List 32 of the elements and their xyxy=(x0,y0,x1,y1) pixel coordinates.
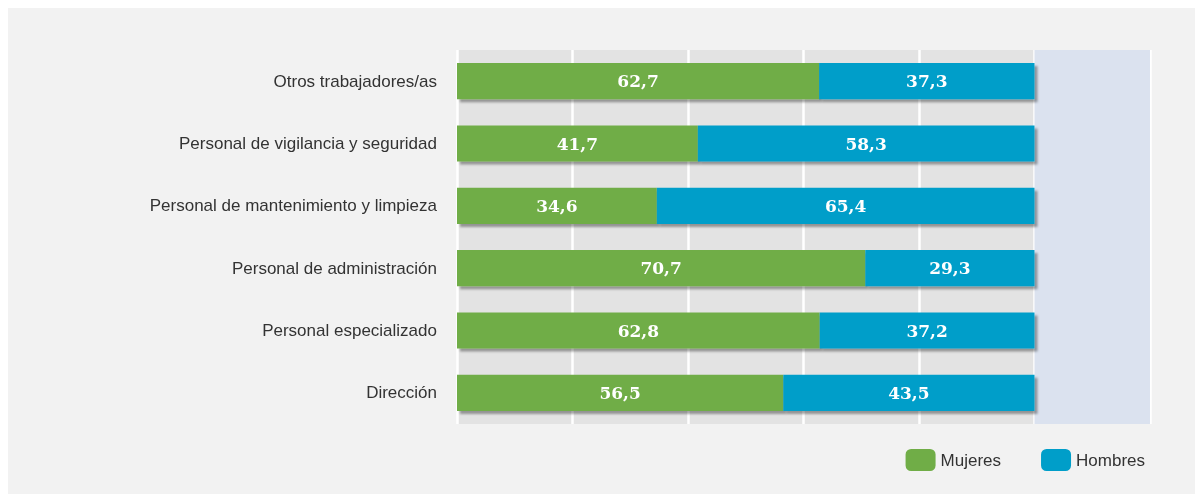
bar xyxy=(457,125,698,162)
bar xyxy=(697,125,1035,162)
data-label: 34,6 xyxy=(536,195,578,216)
y-tick-label: Otros trabajadores/as xyxy=(273,71,437,91)
data-label: 56,5 xyxy=(599,382,641,403)
data-label: 41,7 xyxy=(556,133,599,154)
data-label: 37,2 xyxy=(906,320,948,341)
bar xyxy=(865,250,1035,287)
data-label: 62,8 xyxy=(617,320,660,341)
data-label: 37,3 xyxy=(906,71,948,92)
data-label: 62,7 xyxy=(617,71,659,92)
bar xyxy=(457,374,784,411)
legend-label: Hombres xyxy=(1076,450,1146,470)
y-tick-label: Personal de vigilancia y seguridad xyxy=(179,134,437,153)
bar xyxy=(457,187,657,224)
bar xyxy=(819,312,1035,349)
bar xyxy=(656,187,1035,224)
y-tick-label: Personal de administración xyxy=(231,258,437,278)
data-label: 70,7 xyxy=(640,258,682,279)
bar xyxy=(457,312,820,349)
y-tick-label: Personal de mantenimiento y limpieza xyxy=(149,196,438,216)
bar xyxy=(457,63,820,100)
data-label: 43,5 xyxy=(888,382,930,403)
data-label: 58,3 xyxy=(845,133,887,154)
data-label: 65,4 xyxy=(824,195,867,216)
data-label: 29,3 xyxy=(929,258,971,279)
legend-label: Mujeres xyxy=(940,450,1002,470)
bar xyxy=(783,374,1035,411)
bar xyxy=(457,250,866,287)
y-tick-label: Dirección xyxy=(366,383,437,403)
bar xyxy=(819,63,1035,100)
y-tick-label: Personal especializado xyxy=(262,321,437,340)
